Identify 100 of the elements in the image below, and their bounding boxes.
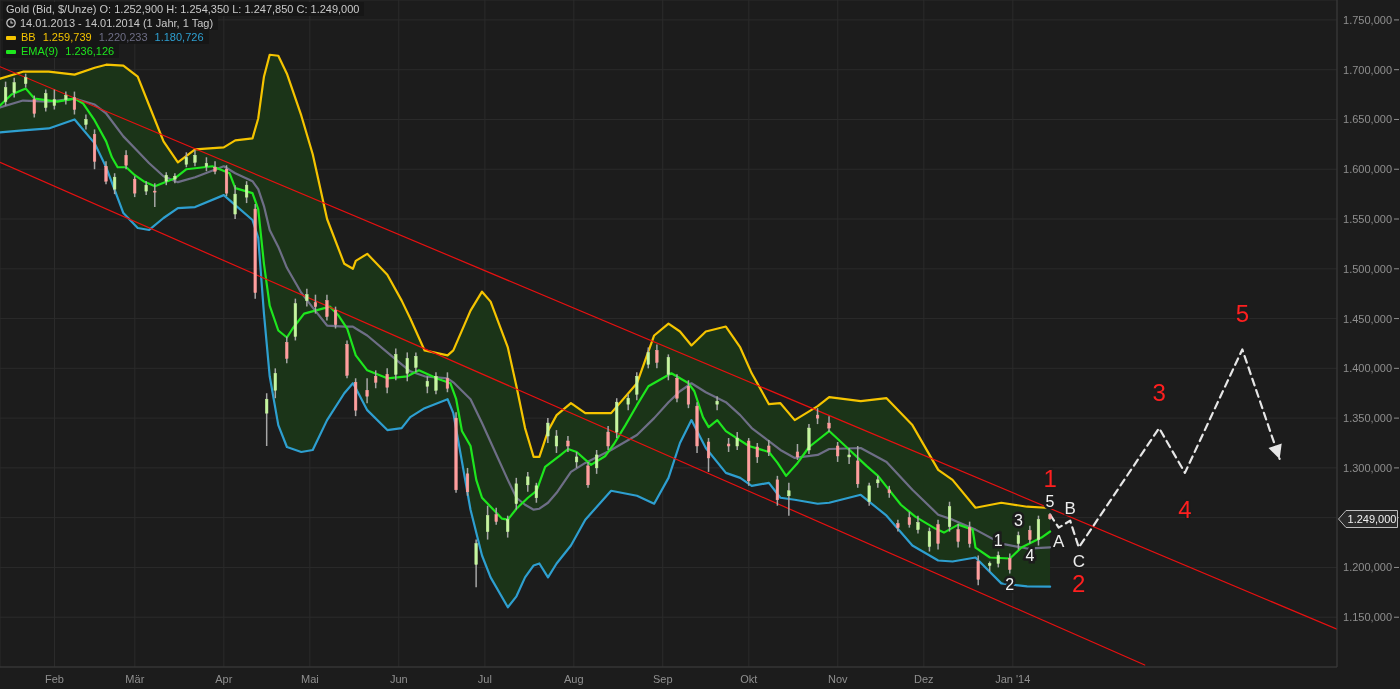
y-tick-label: 1.450,000 — [1343, 312, 1392, 325]
annotation: 1.220,233 — [98, 31, 148, 43]
candlestick — [32, 94, 36, 119]
candlestick — [394, 347, 398, 382]
candlestick — [465, 467, 470, 497]
candlestick — [153, 182, 157, 208]
candlestick — [474, 538, 478, 589]
candlestick — [113, 172, 117, 195]
candlestick — [968, 520, 972, 549]
x-tick-label: Nov — [828, 672, 849, 685]
annotation: 1.236,126 — [65, 45, 115, 57]
candlestick — [927, 526, 931, 553]
annotation: 5 — [1235, 300, 1249, 328]
candlestick — [325, 293, 329, 322]
legend-label: BB — [21, 31, 36, 43]
candlestick — [936, 518, 940, 551]
y-tick-label: 1.200,000 — [1343, 561, 1392, 574]
candlestick — [595, 449, 599, 475]
y-tick-label: 1.500,000 — [1343, 262, 1392, 275]
y-tick-label: 1.400,000 — [1343, 362, 1392, 375]
candlestick — [606, 425, 610, 451]
annotation: 1.259,739 — [42, 31, 92, 43]
candlestick — [546, 417, 550, 444]
candlestick — [506, 514, 510, 539]
candlestick — [586, 461, 590, 489]
candlestick — [775, 475, 779, 507]
y-tick-label: 1.350,000 — [1343, 412, 1392, 425]
candlestick — [434, 371, 438, 395]
annotation: 1.180,726 — [154, 31, 204, 43]
candlestick — [44, 88, 48, 113]
candlestick — [856, 445, 860, 489]
x-tick-label: Aug — [564, 672, 584, 685]
candlestick — [414, 351, 418, 374]
candlestick — [807, 423, 811, 455]
text: 1 — [993, 531, 1003, 549]
chart-title: Gold (Bid, $/Unze) O: 1.252,900 H: 1.254,350 L: 1.247,850 C: 1.249,000 — [3, 2, 365, 16]
text: 4 — [1025, 546, 1035, 564]
candlestick — [675, 373, 679, 403]
x-tick-label: Jun — [389, 672, 408, 685]
legend-label: EMA(9) — [21, 45, 59, 57]
candlestick — [514, 477, 518, 511]
candlestick — [755, 442, 759, 464]
y-tick-label: 1.600,000 — [1343, 163, 1392, 176]
candlestick — [245, 180, 249, 204]
candlestick — [72, 90, 76, 116]
candlestick — [534, 482, 538, 504]
x-tick-label: Apr — [215, 672, 233, 685]
x-tick-label: Okt — [740, 672, 758, 685]
x-tick-label: Jul — [477, 672, 492, 685]
x-tick-label: Sep — [652, 672, 673, 685]
candlestick — [233, 184, 237, 220]
candlestick — [976, 554, 980, 587]
x-tick-label: Dez — [914, 672, 934, 685]
text: 3 — [1013, 511, 1023, 529]
candlestick — [273, 367, 277, 399]
candlestick — [715, 395, 719, 411]
x-tick-label: Jan '14 — [995, 672, 1031, 685]
x-tick-label: Feb — [45, 672, 64, 685]
candlestick — [554, 429, 558, 454]
candlestick — [52, 88, 56, 111]
candlestick — [224, 164, 229, 197]
candlestick — [445, 371, 449, 393]
candlestick — [787, 482, 791, 517]
candlestick — [655, 343, 659, 370]
candlestick — [666, 353, 670, 382]
candlestick — [385, 367, 389, 394]
candlestick — [1008, 552, 1012, 575]
candlestick — [104, 160, 108, 185]
candlestick — [285, 335, 289, 365]
candlestick — [313, 293, 317, 315]
x-tick-label: Mär — [125, 672, 145, 685]
text: 1.249,000 — [1347, 512, 1397, 525]
candlestick — [334, 305, 338, 330]
candlestick — [4, 80, 8, 107]
candlestick — [265, 392, 269, 447]
candlestick — [686, 379, 690, 409]
annotation: C — [1072, 551, 1085, 571]
candlestick — [133, 175, 137, 198]
y-tick-label: 1.550,000 — [1343, 213, 1392, 226]
candlestick — [706, 437, 711, 473]
candlestick — [124, 149, 128, 170]
x-tick-label: Mai — [301, 672, 319, 685]
y-tick-label: 1.700,000 — [1343, 63, 1392, 76]
candlestick — [486, 504, 490, 541]
candlestick — [405, 351, 409, 383]
candlestick — [867, 482, 871, 507]
annotation: 2 — [1072, 570, 1086, 598]
candlestick — [1036, 514, 1041, 547]
candlestick — [526, 471, 530, 493]
text: 14.01.2013 - 14.01.2014 (1 Jahr, 1 Tag) — [20, 17, 214, 29]
candlestick — [635, 371, 639, 401]
candlestick — [836, 441, 840, 463]
candlestick — [646, 346, 650, 370]
candlestick — [956, 522, 960, 549]
candlestick — [947, 500, 952, 533]
candlestick — [365, 377, 369, 404]
candlestick — [12, 76, 16, 99]
y-tick-label: 1.650,000 — [1343, 113, 1392, 126]
y-tick-label: 1.300,000 — [1343, 461, 1392, 474]
y-tick-label: 1.750,000 — [1343, 13, 1392, 26]
